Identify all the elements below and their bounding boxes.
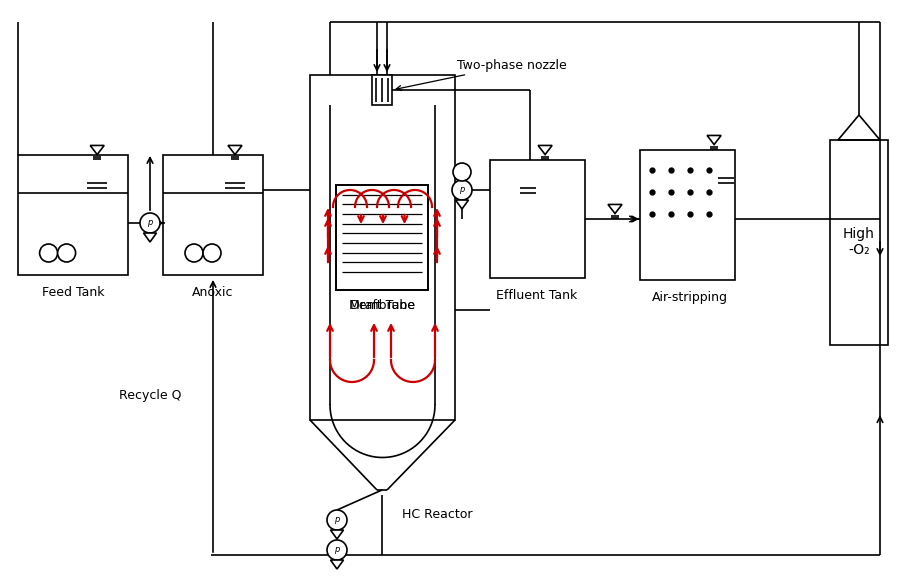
Text: High
-O₂: High -O₂ [843,227,875,257]
Circle shape [140,213,160,233]
Bar [18,155,128,275]
Circle shape [40,244,58,262]
Bar [336,185,428,290]
Bar [163,155,263,275]
Circle shape [327,540,347,560]
Text: Air-stripping: Air-stripping [652,290,728,303]
Circle shape [203,244,221,262]
Text: Two-phase nozzle: Two-phase nozzle [396,59,567,91]
Polygon shape [330,560,344,569]
Bar [310,75,455,420]
Text: p: p [334,515,339,523]
Text: HC Reactor: HC Reactor [402,508,472,522]
Bar [640,150,735,280]
Circle shape [452,180,472,200]
Text: Draft Tube: Draft Tube [349,299,414,311]
Polygon shape [455,200,469,209]
Circle shape [453,163,471,181]
Text: Membrane: Membrane [348,299,415,311]
Bar [490,160,585,278]
Text: Effluent Tank: Effluent Tank [496,289,577,302]
Circle shape [185,244,203,262]
Text: Recycle Q: Recycle Q [119,389,181,401]
Bar [830,140,888,345]
Text: Feed Tank: Feed Tank [42,285,104,299]
Text: Anoxic: Anoxic [192,285,233,299]
Polygon shape [144,233,157,242]
Circle shape [327,510,347,530]
Circle shape [58,244,76,262]
Polygon shape [330,530,344,539]
Text: p: p [334,544,339,554]
Text: p: p [460,185,464,193]
Text: p: p [148,217,153,227]
Bar [372,75,392,105]
